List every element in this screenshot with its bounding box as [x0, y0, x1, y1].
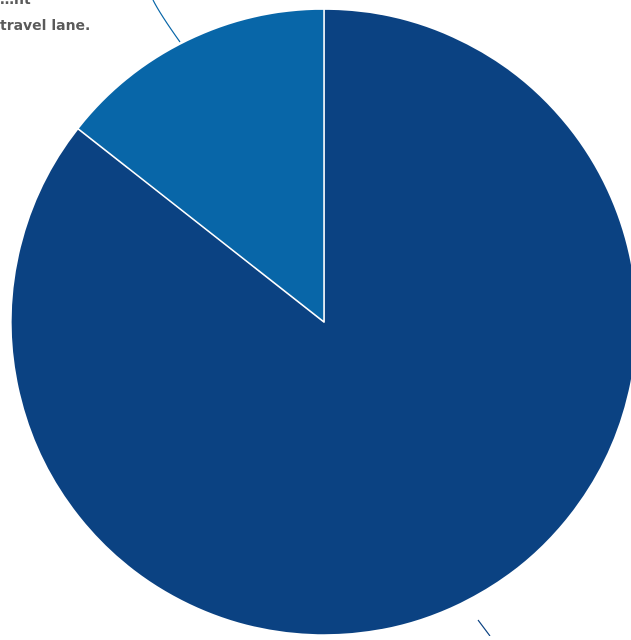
leader-line-small-slice — [152, 0, 181, 43]
labels-layer: …ht travel lane. — [0, 0, 90, 34]
pie-slice-0 — [10, 8, 631, 636]
leader-lines — [152, 0, 491, 637]
slice-label-small: travel lane. — [0, 18, 90, 34]
slices-layer — [10, 8, 631, 636]
leader-line-large-slice — [477, 619, 491, 637]
annotation-partial-line: …ht — [0, 0, 31, 8]
pie-slice-1 — [77, 8, 325, 323]
